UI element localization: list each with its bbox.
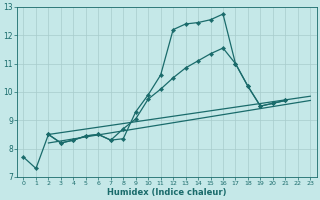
X-axis label: Humidex (Indice chaleur): Humidex (Indice chaleur) (107, 188, 227, 197)
